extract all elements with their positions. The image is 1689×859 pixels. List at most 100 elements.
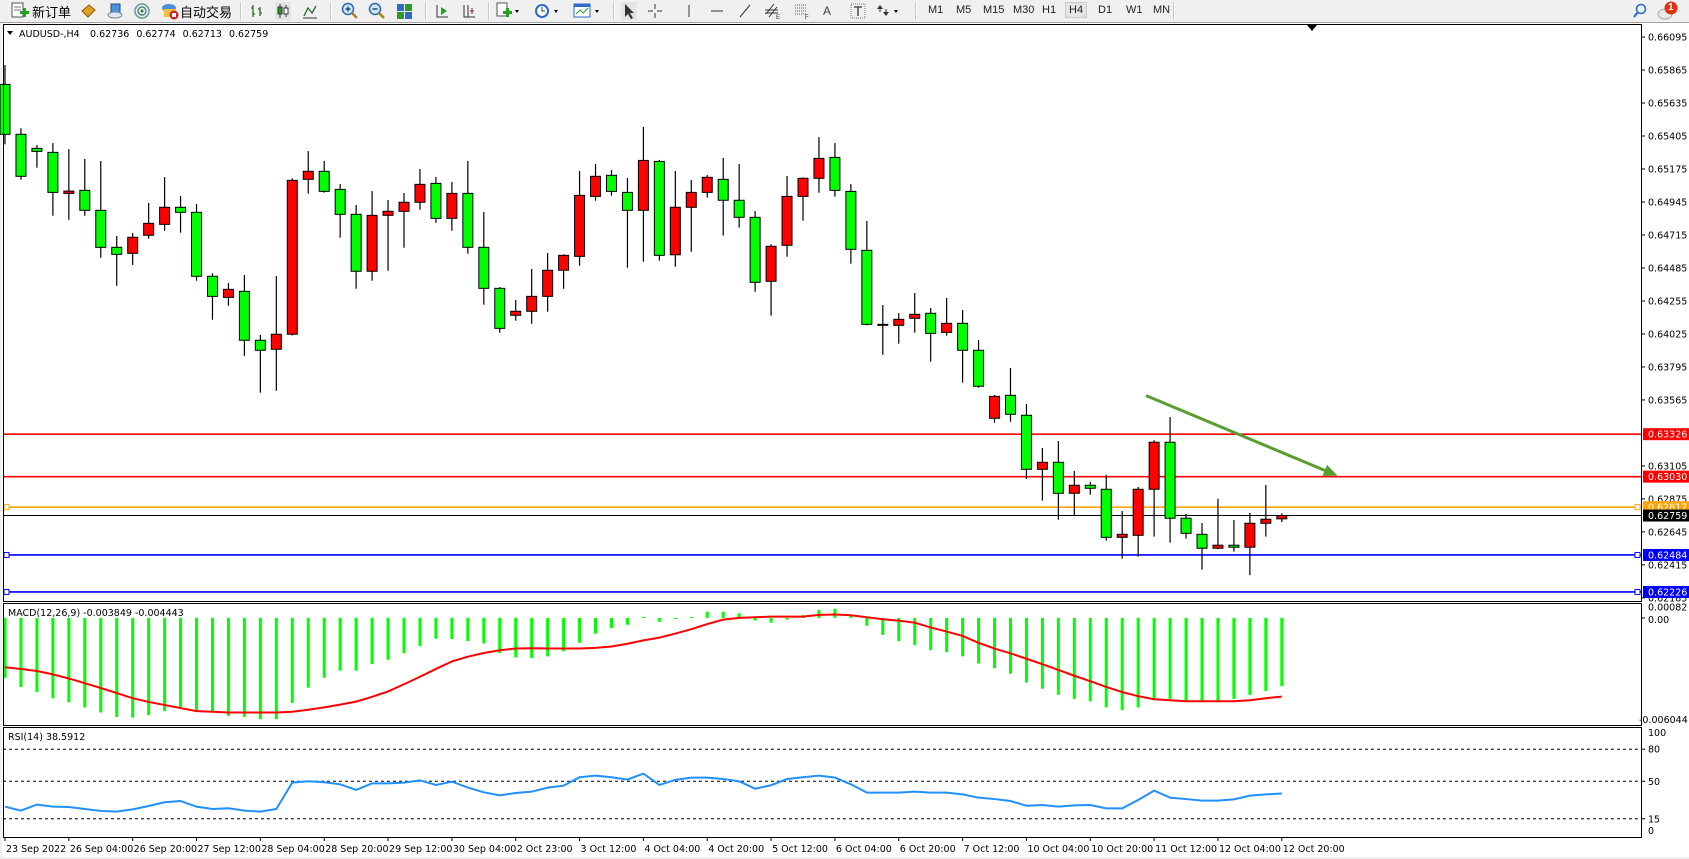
- macd-histogram-bar: [1024, 617, 1028, 683]
- chart-menu-triangle-icon[interactable]: [7, 31, 13, 35]
- trend-arrow-line[interactable]: [1145, 394, 1326, 472]
- line-handle[interactable]: [1634, 504, 1641, 511]
- timeframe-w1-button[interactable]: W1: [1126, 4, 1143, 16]
- macd-histogram-bar: [817, 609, 821, 618]
- line-handle[interactable]: [3, 551, 10, 558]
- line-handle[interactable]: [1634, 588, 1641, 595]
- timeframe-m5-button[interactable]: M5: [956, 4, 972, 16]
- time-axis-label: 4 Oct 04:00: [644, 844, 700, 855]
- strategy-book-button[interactable]: [80, 2, 97, 20]
- text-button[interactable]: A: [823, 2, 831, 20]
- candle: [334, 184, 346, 238]
- candle-body: [669, 206, 681, 256]
- candle: [1068, 470, 1080, 516]
- crosshair-button[interactable]: [647, 2, 663, 20]
- timeframe-m15-button[interactable]: M15: [983, 4, 1005, 16]
- price-axis-label: 0.62415: [1648, 560, 1687, 571]
- arrows-dropdown[interactable]: [875, 2, 901, 20]
- timeframe-d1-button[interactable]: D1: [1098, 4, 1113, 16]
- macd-histogram-bar: [785, 617, 789, 620]
- candle-body: [957, 322, 969, 351]
- market-server-button[interactable]: [107, 2, 124, 20]
- toolbar-separator: [915, 2, 917, 20]
- cursor-button[interactable]: [621, 2, 637, 20]
- macd-histogram-bar: [657, 617, 661, 622]
- candle-body: [1148, 441, 1160, 490]
- price-axis-label: 0.64715: [1648, 230, 1687, 241]
- candle: [159, 177, 171, 231]
- candle: [1276, 513, 1288, 523]
- chart-window[interactable]: 0.66095 0.65865 0.65635 0.65405 0.65175 0.649…: [0, 23, 1689, 859]
- timeframe-m1-button[interactable]: M1: [928, 4, 944, 16]
- line-chart-button[interactable]: [302, 2, 318, 20]
- search-button[interactable]: [1632, 2, 1648, 20]
- macd-histogram-bar: [1120, 617, 1124, 711]
- auto-scroll-button[interactable]: [434, 2, 450, 20]
- timeframe-m30-button[interactable]: M30: [1013, 4, 1035, 16]
- timeframe-h4-button[interactable]: H4: [1065, 2, 1088, 18]
- line-price-tag: 0.62484: [1648, 550, 1687, 561]
- notification-icon: [1657, 1, 1678, 20]
- auto-trading-button[interactable]: 自动交易: [161, 2, 232, 20]
- auto-trading-icon: [162, 4, 179, 20]
- zoom-in-button[interactable]: [341, 2, 359, 20]
- macd-histogram-bar: [19, 617, 23, 687]
- macd-histogram-bar: [929, 617, 933, 651]
- candle-body: [1132, 488, 1144, 536]
- text-label-icon: [850, 3, 866, 19]
- macd-histogram-bar: [689, 616, 693, 618]
- candle: [382, 199, 394, 271]
- header-ohlc: 0.62736 0.62774 0.62713 0.62759: [90, 29, 268, 40]
- candle-body: [1260, 518, 1272, 524]
- header-open: 0.62736: [90, 29, 129, 40]
- macd-histogram-bar: [913, 617, 917, 646]
- candle-body: [366, 214, 378, 272]
- time-axis-label: 27 Sep 12:00: [198, 844, 261, 855]
- candle: [893, 313, 905, 344]
- rsi-indicator: [3, 748, 1641, 820]
- line-handle[interactable]: [1634, 551, 1641, 558]
- equidistant-channel-button[interactable]: E: [764, 2, 782, 20]
- candle-body: [430, 182, 442, 219]
- periods-dropdown[interactable]: [534, 2, 560, 20]
- zoom-out-button[interactable]: [368, 2, 386, 20]
- macd-histogram-bar: [131, 617, 135, 718]
- bar-chart-button[interactable]: [249, 2, 265, 20]
- rsi-panel-frame: [3, 727, 1642, 838]
- trend-arrow-head-icon[interactable]: [1322, 464, 1338, 476]
- timeframe-h1-button[interactable]: H1: [1042, 4, 1057, 16]
- candle-body: [717, 178, 729, 201]
- line-price-tag: 0.63030: [1648, 472, 1687, 483]
- trendline-button[interactable]: [737, 2, 753, 20]
- text-label-button[interactable]: [850, 2, 866, 20]
- macd-histogram-bar: [115, 617, 119, 717]
- time-axis-label: 7 Oct 12:00: [964, 844, 1020, 855]
- candle-body: [685, 191, 697, 208]
- chart-shift-marker-icon[interactable]: [1307, 25, 1317, 31]
- tile-windows-button[interactable]: [396, 2, 413, 20]
- vertical-line-button[interactable]: [681, 2, 697, 20]
- macd-histogram-bar: [290, 617, 294, 703]
- line-handle[interactable]: [3, 588, 10, 595]
- indicators-dropdown[interactable]: [496, 2, 520, 20]
- new-order-button[interactable]: 新订单: [10, 2, 71, 20]
- auto-scroll-icon: [436, 5, 448, 18]
- candle-body: [605, 174, 617, 192]
- notifications-button[interactable]: 1: [1656, 1, 1680, 20]
- timeframe-mn-button[interactable]: MN: [1153, 4, 1171, 16]
- chart-shift-button[interactable]: [461, 2, 477, 20]
- macd-histogram-bar: [961, 617, 965, 657]
- time-axis-label: 29 Sep 12:00: [389, 844, 452, 855]
- candlestick-button[interactable]: [275, 2, 291, 20]
- templates-dropdown[interactable]: [573, 2, 601, 20]
- horizontal-line-button[interactable]: [709, 2, 725, 20]
- signals-button[interactable]: [134, 2, 151, 20]
- candle-body: [861, 249, 873, 325]
- line-handle[interactable]: [3, 504, 10, 511]
- macd-axis-label: 0.00082: [1648, 602, 1687, 613]
- candle-body: [1100, 488, 1112, 538]
- bid-price-tag: 0.62759: [1648, 511, 1687, 522]
- tile-windows-icon: [397, 3, 412, 19]
- fibonacci-button[interactable]: F: [793, 2, 811, 20]
- candle-body: [446, 192, 458, 219]
